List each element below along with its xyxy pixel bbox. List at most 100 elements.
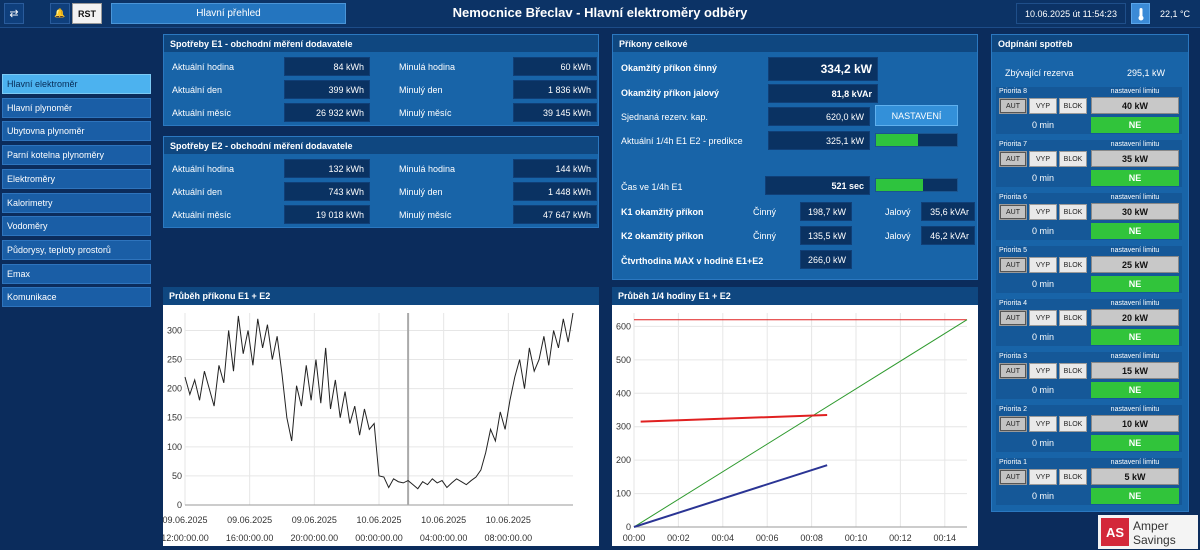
k1-reactive-label: Jalový [885,207,911,217]
quarter-prediction-value: 325,1 kW [768,131,870,150]
mode-blok-button[interactable]: BLOK [1059,310,1087,326]
power-chart-svg: 0 50 100 150 200 250 300 09.06.2025 12:00:00.00 0… [161,312,574,543]
mode-aut-button[interactable]: AUT [999,469,1027,485]
mode-blok-button[interactable]: BLOK [1059,151,1087,167]
mode-blok-button[interactable]: BLOK [1059,257,1087,273]
limit-value[interactable]: 10 kW [1091,415,1179,432]
quarter-max-value: 266,0 kW [800,250,852,269]
logo-line-2: Savings [1133,533,1176,547]
sidebar-item[interactable]: Elektroměry [2,168,151,189]
e1-label-left: Aktuální den [172,85,223,95]
sidebar-item[interactable]: Ubytovna plynoměr [2,121,151,142]
priority-row: Priorita 7 nastavení limitu AUT VYP BLOK… [996,140,1182,187]
e1-panel-title: Spotřeby E1 - obchodní měření dodavatele [164,35,598,52]
sidebar-item[interactable]: Komunikace [2,287,151,308]
x-tick-label: 00:00:00.00 [355,533,403,543]
mode-aut-button[interactable]: AUT [999,310,1027,326]
mode-blok-button[interactable]: BLOK [1059,363,1087,379]
mode-aut-button[interactable]: AUT [999,363,1027,379]
mode-vyp-button[interactable]: VYP [1029,151,1057,167]
e2-value-right: 144 kWh [513,159,597,178]
sidebar-item[interactable]: Hlavní elektroměr [2,74,151,94]
x-tick-label: 00:14 [934,533,957,543]
sidebar-item[interactable]: Kalorimetry [2,192,151,213]
quarter-time-bar-fill [876,179,923,191]
e2-value-right: 1 448 kWh [513,182,597,201]
mode-aut-button[interactable]: AUT [999,204,1027,220]
e2-label-right: Minulý den [399,187,443,197]
x-tick-label: 04:00:00.00 [420,533,468,543]
limit-label: nastavení limitu [1110,88,1160,95]
k1-active-label: Činný [753,207,777,217]
x-tick-label: 10.06.2025 [486,515,531,525]
priority-minutes: 0 min [1031,225,1054,236]
limit-value[interactable]: 35 kW [1091,150,1179,167]
mode-aut-button[interactable]: AUT [999,151,1027,167]
e2-value-left: 743 kWh [284,182,370,201]
limit-label: nastavení limitu [1110,247,1160,254]
priority-name: Priorita 5 [999,247,1028,254]
limit-value[interactable]: 25 kW [1091,256,1179,273]
priority-name: Priorita 2 [999,406,1028,413]
thermometer-icon[interactable] [1131,3,1150,24]
x-tick-label: 09.06.2025 [163,515,208,525]
active-power-value: 334,2 kW [768,57,878,81]
y-tick-label: 300 [167,325,182,335]
e1-label-left: Aktuální měsíc [172,108,232,118]
settings-button[interactable]: NASTAVENÍ [875,105,958,126]
reactive-power-value: 81,8 kVAr [768,84,878,103]
sidebar-item[interactable]: Půdorysy, teploty prostorů [2,239,151,260]
limit-value[interactable]: 30 kW [1091,203,1179,220]
e2-value-left: 19 018 kWh [284,205,370,224]
mode-vyp-button[interactable]: VYP [1029,98,1057,114]
mode-vyp-button[interactable]: VYP [1029,416,1057,432]
reactive-power-label: Okamžitý příkon jalový [621,88,720,98]
shed-status-badge: NE [1091,488,1179,504]
priority-name: Priorita 1 [999,459,1028,466]
series-line [184,312,574,490]
mode-blok-button[interactable]: BLOK [1059,469,1087,485]
mode-blok-button[interactable]: BLOK [1059,98,1087,114]
series-line [640,413,828,423]
limit-value[interactable]: 15 kW [1091,362,1179,379]
limit-label: nastavení limitu [1110,353,1160,360]
mode-aut-button[interactable]: AUT [999,257,1027,273]
e1-value-right: 60 kWh [513,57,597,76]
mode-blok-button[interactable]: BLOK [1059,204,1087,220]
shed-status-badge: NE [1091,435,1179,451]
e1-value-left: 84 kWh [284,57,370,76]
bell-icon[interactable]: 🔔 [50,3,70,24]
limit-value[interactable]: 5 kW [1091,468,1179,485]
e1-consumption-panel: Spotřeby E1 - obchodní měření dodavatele… [163,34,599,126]
load-shedding-panel: Odpínání spotřeb Zbývající rezerva 295,1… [991,34,1189,512]
mode-aut-button[interactable]: AUT [999,416,1027,432]
k2-active-label: Činný [753,231,777,241]
e1-value-right: 39 145 kWh [513,103,597,122]
limit-value[interactable]: 40 kW [1091,97,1179,114]
priority-row: Priorita 8 nastavení limitu AUT VYP BLOK… [996,87,1182,134]
sidebar-item[interactable]: Emax [2,263,151,284]
mode-vyp-button[interactable]: VYP [1029,310,1057,326]
y-tick-label: 250 [167,355,182,365]
k2-label: K2 okamžitý příkon [621,231,704,241]
total-power-title: Příkony celkové [613,35,977,52]
reset-button[interactable]: RST [72,3,102,24]
mode-vyp-button[interactable]: VYP [1029,363,1057,379]
mode-vyp-button[interactable]: VYP [1029,204,1057,220]
limit-value[interactable]: 20 kW [1091,309,1179,326]
mode-vyp-button[interactable]: VYP [1029,469,1057,485]
swap-icon[interactable]: ⇄ [4,3,24,24]
k2-active-value: 135,5 kW [800,226,852,245]
sidebar-item[interactable]: Parní kotelna plynoměry [2,145,151,166]
sidebar-item[interactable]: Vodoměry [2,216,151,237]
e2-panel-title: Spotřeby E2 - obchodní měření dodavatele [164,137,598,154]
mode-blok-button[interactable]: BLOK [1059,416,1087,432]
e2-value-left: 132 kWh [284,159,370,178]
shed-status-badge: NE [1091,170,1179,186]
x-tick-label: 16:00:00.00 [226,533,274,543]
sidebar-item[interactable]: Hlavní plynoměr [2,97,151,118]
mode-vyp-button[interactable]: VYP [1029,257,1057,273]
e2-label-right: Minulý měsíc [399,210,452,220]
main-overview-button[interactable]: Hlavní přehled [111,3,346,24]
mode-aut-button[interactable]: AUT [999,98,1027,114]
